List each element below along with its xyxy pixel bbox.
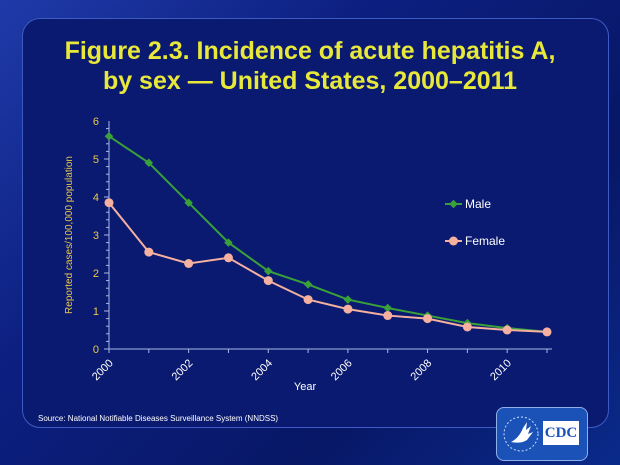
data-point-male: [303, 280, 313, 289]
y-tick-label: 5: [93, 154, 99, 166]
cdc-logo-text: CDC: [543, 421, 579, 445]
legend-label-female: Female: [465, 234, 505, 248]
data-point-female: [223, 253, 233, 263]
legend-marker-female: [449, 236, 458, 246]
data-point-male: [224, 238, 233, 247]
legend-marker-male: [449, 199, 458, 209]
data-point-male: [104, 131, 114, 141]
data-point-female: [184, 259, 194, 268]
source-note: Source: National Notifiable Diseases Sur…: [38, 414, 279, 423]
data-point-male: [144, 158, 154, 168]
x-tick-label: 2000: [90, 357, 116, 383]
data-point-female: [462, 322, 472, 332]
data-point-male: [184, 198, 193, 207]
hhs-eagle-icon: [503, 416, 539, 452]
x-tick-label: 2004: [249, 357, 275, 383]
y-axis-label: Reported cases/100,000 population: [64, 156, 75, 314]
y-tick-label: 0: [93, 344, 99, 356]
y-tick-label: 3: [93, 230, 99, 242]
y-tick-label: 6: [93, 116, 99, 128]
y-tick-label: 2: [93, 268, 99, 280]
data-point-male: [264, 266, 273, 276]
data-point-female: [383, 311, 393, 321]
y-tick-label: 4: [93, 192, 99, 204]
data-point-female: [502, 325, 512, 335]
data-point-female: [423, 314, 433, 324]
data-point-female: [104, 198, 114, 208]
title-line-1: Figure 2.3. Incidence of acute hepatitis…: [64, 37, 556, 65]
data-point-female: [303, 295, 313, 305]
data-point-female: [263, 276, 273, 286]
x-axis-label: Year: [294, 381, 317, 393]
data-point-female: [542, 327, 552, 337]
x-tick-label: 2010: [488, 357, 514, 383]
data-point-female: [144, 247, 154, 257]
chart-title: Figure 2.3. Incidence of acute hepatitis…: [30, 36, 590, 96]
x-tick-label: 2006: [329, 357, 355, 383]
legend-label-male: Male: [465, 197, 491, 211]
y-tick-label: 1: [93, 306, 99, 318]
data-point-male: [343, 295, 353, 304]
data-point-male: [383, 303, 392, 313]
slide-panel: [22, 18, 609, 428]
cdc-logo: CDC: [496, 407, 588, 461]
x-tick-label: 2002: [170, 357, 196, 383]
data-point-female: [343, 304, 353, 314]
series-line-male: [108, 135, 548, 333]
title-line-2: by sex — United States, 2000–2011: [102, 67, 518, 95]
series-line-female: [108, 202, 548, 333]
x-tick-label: 2008: [409, 357, 435, 383]
